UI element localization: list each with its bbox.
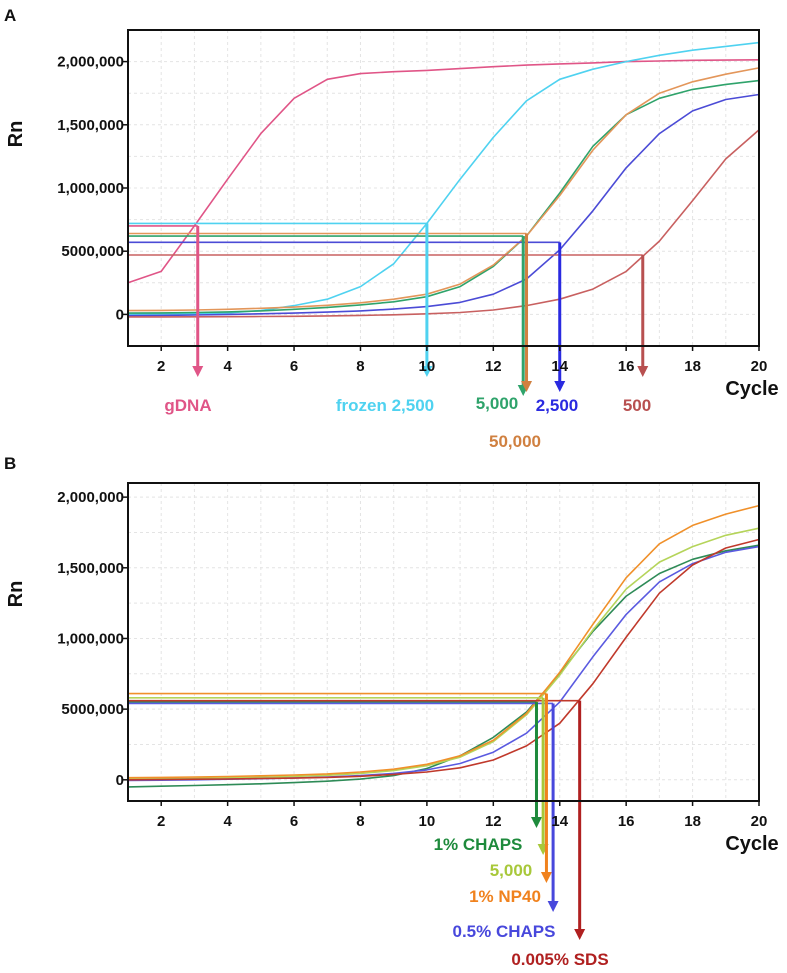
panel-a-x-tick-10: 10 bbox=[419, 358, 436, 375]
panel-b-series bbox=[127, 504, 760, 788]
panel-a-line-500 bbox=[128, 129, 760, 318]
panel-b-thresholds bbox=[128, 692, 580, 705]
panel-b-y-tick-0: 0 bbox=[116, 772, 124, 789]
panel-b-x-tick-2: 2 bbox=[157, 813, 165, 830]
panel-a-arrow-head-frozen-2-500 bbox=[421, 366, 433, 377]
panel-a-line-gdna bbox=[127, 59, 760, 284]
panel-b-x-tick-4: 4 bbox=[223, 813, 232, 830]
panel-a-line-5-000 bbox=[127, 79, 760, 314]
panel-a-y-tick-500000: 5000,000 bbox=[61, 243, 124, 260]
panel-b-y-tick-1500000: 1,500,000 bbox=[57, 560, 124, 577]
panel-b: B Rn Cycle 2 4 6 8 10 12 14 16 18 20 0 5000,000 1,0… bbox=[4, 454, 779, 969]
panel-b-arrow-head-1-np40 bbox=[540, 872, 552, 883]
panel-a-x-tick-18: 18 bbox=[684, 358, 701, 375]
annotation-2500: 2,500 bbox=[536, 396, 579, 415]
panel-a-label: A bbox=[4, 6, 16, 25]
panel-a-arrow-head-2-500 bbox=[554, 381, 566, 392]
panel-b-x-tick-14: 14 bbox=[551, 813, 568, 830]
panel-a-arrow-head-500 bbox=[637, 366, 649, 377]
panel-b-x-tick-18: 18 bbox=[684, 813, 701, 830]
panel-b-arrow-head-0-5-chaps bbox=[547, 901, 559, 912]
panel-a-y-tick-2000000: 2,000,000 bbox=[57, 54, 124, 71]
panel-b-x-axis-label: Cycle bbox=[725, 833, 778, 855]
annotation-frozen-2500: frozen 2,500 bbox=[336, 396, 434, 415]
panel-b-y-tick-2000000: 2,000,000 bbox=[57, 489, 124, 506]
panel-a-ct-arrows bbox=[192, 223, 649, 396]
panel-b-line-0-005-sds bbox=[127, 538, 760, 781]
panel-b-line-5-000 bbox=[127, 527, 760, 780]
annotation-0005-sds: 0.005% SDS bbox=[511, 950, 608, 969]
panel-b-plot-frame bbox=[127, 482, 760, 802]
panel-b-x-ticks: 2 4 6 8 10 12 14 16 18 20 bbox=[157, 801, 767, 830]
panel-b-x-tick-10: 10 bbox=[419, 813, 436, 830]
panel-a-series bbox=[127, 41, 760, 318]
panel-b-ct-arrows bbox=[530, 693, 586, 940]
panel-a-y-tick-1000000: 1,000,000 bbox=[57, 180, 124, 197]
panel-b-x-tick-12: 12 bbox=[485, 813, 502, 830]
panel-a-x-tick-14: 14 bbox=[551, 358, 568, 375]
panel-a-y-tick-1500000: 1,500,000 bbox=[57, 117, 124, 134]
panel-a-x-tick-8: 8 bbox=[356, 358, 364, 375]
panel-a-x-tick-20: 20 bbox=[751, 358, 768, 375]
panel-a-line-2-500 bbox=[127, 93, 760, 317]
panel-a-line-frozen-2-500 bbox=[127, 41, 760, 316]
panel-a-arrow-head-gdna bbox=[192, 366, 204, 377]
panel-a-x-ticks: 2 4 6 8 10 12 14 16 18 20 bbox=[157, 346, 767, 375]
annotation-gdna: gDNA bbox=[164, 396, 211, 415]
panel-b-arrow-head-0-005-sds bbox=[574, 929, 586, 940]
panel-a-grid bbox=[128, 29, 760, 346]
annotation-1-np40: 1% NP40 bbox=[469, 887, 541, 906]
panel-a-x-tick-4: 4 bbox=[223, 358, 232, 375]
panel-b-y-ticks: 0 5000,000 1,000,000 1,500,000 2,000,000 bbox=[57, 489, 128, 789]
panel-b-x-tick-20: 20 bbox=[751, 813, 768, 830]
panel-b-line-1-chaps bbox=[127, 544, 760, 788]
annotation-5000-b: 5,000 bbox=[490, 861, 533, 880]
panel-b-line-0-5-chaps bbox=[127, 545, 760, 782]
panel-a-x-tick-16: 16 bbox=[618, 358, 635, 375]
panel-a-x-tick-12: 12 bbox=[485, 358, 502, 375]
panel-b-x-tick-6: 6 bbox=[290, 813, 298, 830]
panel-b-x-tick-8: 8 bbox=[356, 813, 364, 830]
panel-a: A Rn Cycle 2 4 6 8 10 12 14 16 18 20 0 5000,000 1,0… bbox=[4, 6, 779, 451]
panel-a-annotations: gDNA frozen 2,500 5,000 2,500 500 50,000 bbox=[164, 394, 651, 451]
panel-a-y-ticks: 0 5000,000 1,000,000 1,500,000 2,000,000 bbox=[57, 54, 128, 323]
panel-a-thresholds bbox=[128, 222, 643, 256]
panel-b-x-tick-16: 16 bbox=[618, 813, 635, 830]
panel-a-x-tick-6: 6 bbox=[290, 358, 298, 375]
annotation-5000: 5,000 bbox=[476, 394, 519, 413]
panel-a-line-50-000 bbox=[127, 67, 760, 312]
panel-a-x-axis-label: Cycle bbox=[725, 378, 778, 400]
annotation-05-chaps: 0.5% CHAPS bbox=[453, 922, 556, 941]
panel-b-line-1-np40 bbox=[127, 504, 760, 779]
panel-a-x-tick-2: 2 bbox=[157, 358, 165, 375]
panel-b-y-axis-label: Rn bbox=[5, 581, 27, 608]
annotation-500: 500 bbox=[623, 396, 651, 415]
panel-b-annotations: 1% CHAPS 5,000 1% NP40 0.5% CHAPS 0.005%… bbox=[434, 835, 609, 969]
panel-a-y-tick-0: 0 bbox=[116, 306, 124, 323]
panel-b-label: B bbox=[4, 454, 16, 473]
panel-b-arrow-head-1-chaps bbox=[530, 817, 542, 828]
panel-a-y-axis-label: Rn bbox=[5, 121, 27, 148]
panel-a-arrow-head-50-000 bbox=[521, 381, 533, 392]
panel-b-y-tick-1000000: 1,000,000 bbox=[57, 630, 124, 647]
annotation-1-chaps: 1% CHAPS bbox=[434, 835, 523, 854]
panel-b-grid bbox=[128, 483, 760, 801]
annotation-50000: 50,000 bbox=[489, 432, 541, 451]
panel-b-y-tick-500000: 5000,000 bbox=[61, 701, 124, 718]
